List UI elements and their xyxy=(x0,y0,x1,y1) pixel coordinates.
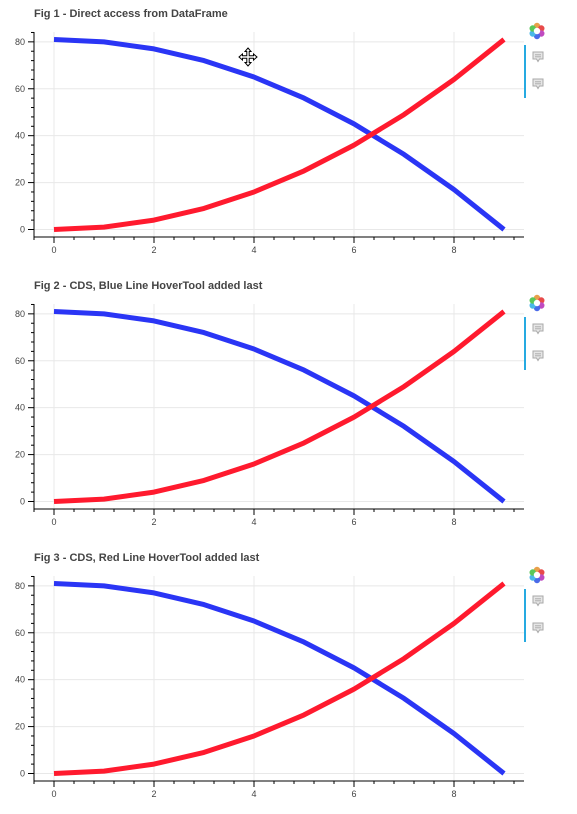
move-cursor-icon xyxy=(238,47,258,67)
figure-2: 0 20 40 60 80 0 2 4 6 8 Fig 2 - CDS, Blue Line Ho… xyxy=(0,272,577,542)
hover-tool-icon[interactable] xyxy=(532,323,544,335)
x-tick-label: 6 xyxy=(351,789,356,799)
chart-title: Fig 2 - CDS, Blue Line HoverTool added l… xyxy=(34,280,263,292)
plot-svg: 0 20 40 60 80 0 2 4 6 8 xyxy=(15,303,524,527)
plot-svg: 0 20 40 60 80 0 2 4 6 8 xyxy=(15,575,524,799)
y-tick-label: 40 xyxy=(15,675,25,685)
x-tick-label: 2 xyxy=(151,517,156,527)
x-tick-label: 6 xyxy=(351,517,356,527)
x-tick-label: 2 xyxy=(151,789,156,799)
red-series-line xyxy=(53,581,506,776)
x-tick-label: 4 xyxy=(251,245,256,255)
figure-3: 0 20 40 60 80 0 2 4 6 8 Fig 3 - CDS, Red Line Hov… xyxy=(0,544,577,814)
x-tick-label: 8 xyxy=(451,789,456,799)
toolbar xyxy=(524,294,554,374)
y-tick-label: 60 xyxy=(15,84,25,94)
y-tick-label: 60 xyxy=(15,356,25,366)
blue-series-line xyxy=(53,309,506,504)
bokeh-logo-icon[interactable] xyxy=(528,294,546,312)
x-tick-label: 8 xyxy=(451,245,456,255)
toolbar-active-indicator xyxy=(524,45,526,98)
y-tick-label: 20 xyxy=(15,450,25,460)
y-tick-label: 0 xyxy=(20,496,25,506)
toolbar xyxy=(524,22,554,102)
toolbar-active-indicator xyxy=(524,317,526,370)
hover-tool-icon[interactable] xyxy=(532,78,544,90)
y-tick-label: 20 xyxy=(15,722,25,732)
x-tick-label: 6 xyxy=(351,245,356,255)
blue-series-line xyxy=(53,37,506,232)
y-tick-label: 80 xyxy=(15,37,25,47)
hover-tool-icon[interactable] xyxy=(532,350,544,362)
figure-1: 0 20 40 60 80 0 2 4 6 8 Fig 1 - Direct access fro… xyxy=(0,0,577,270)
bokeh-logo-icon[interactable] xyxy=(528,22,546,40)
x-tick-label: 8 xyxy=(451,517,456,527)
y-tick-label: 20 xyxy=(15,178,25,188)
y-tick-label: 80 xyxy=(15,581,25,591)
x-tick-label: 2 xyxy=(151,245,156,255)
x-tick-label: 0 xyxy=(51,517,56,527)
x-tick-label: 4 xyxy=(251,789,256,799)
y-tick-label: 40 xyxy=(15,131,25,141)
hover-tool-icon[interactable] xyxy=(532,622,544,634)
x-tick-label: 0 xyxy=(51,245,56,255)
x-tick-label: 0 xyxy=(51,789,56,799)
toolbar-active-indicator xyxy=(524,589,526,642)
blue-series-line xyxy=(53,581,506,776)
plot-svg: 0 20 40 60 80 0 2 4 6 8 xyxy=(15,31,524,255)
red-series-line xyxy=(53,37,506,232)
hover-tool-icon[interactable] xyxy=(532,51,544,63)
x-tick-label: 4 xyxy=(251,517,256,527)
y-tick-label: 60 xyxy=(15,628,25,638)
chart-title: Fig 3 - CDS, Red Line HoverTool added la… xyxy=(34,552,260,564)
y-tick-label: 80 xyxy=(15,309,25,319)
chart-title: Fig 1 - Direct access from DataFrame xyxy=(34,8,228,20)
y-tick-label: 0 xyxy=(20,224,25,234)
y-tick-label: 40 xyxy=(15,403,25,413)
hover-tool-icon[interactable] xyxy=(532,595,544,607)
red-series-line xyxy=(53,309,506,504)
y-tick-label: 0 xyxy=(20,768,25,778)
toolbar xyxy=(524,566,554,646)
bokeh-logo-icon[interactable] xyxy=(528,566,546,584)
